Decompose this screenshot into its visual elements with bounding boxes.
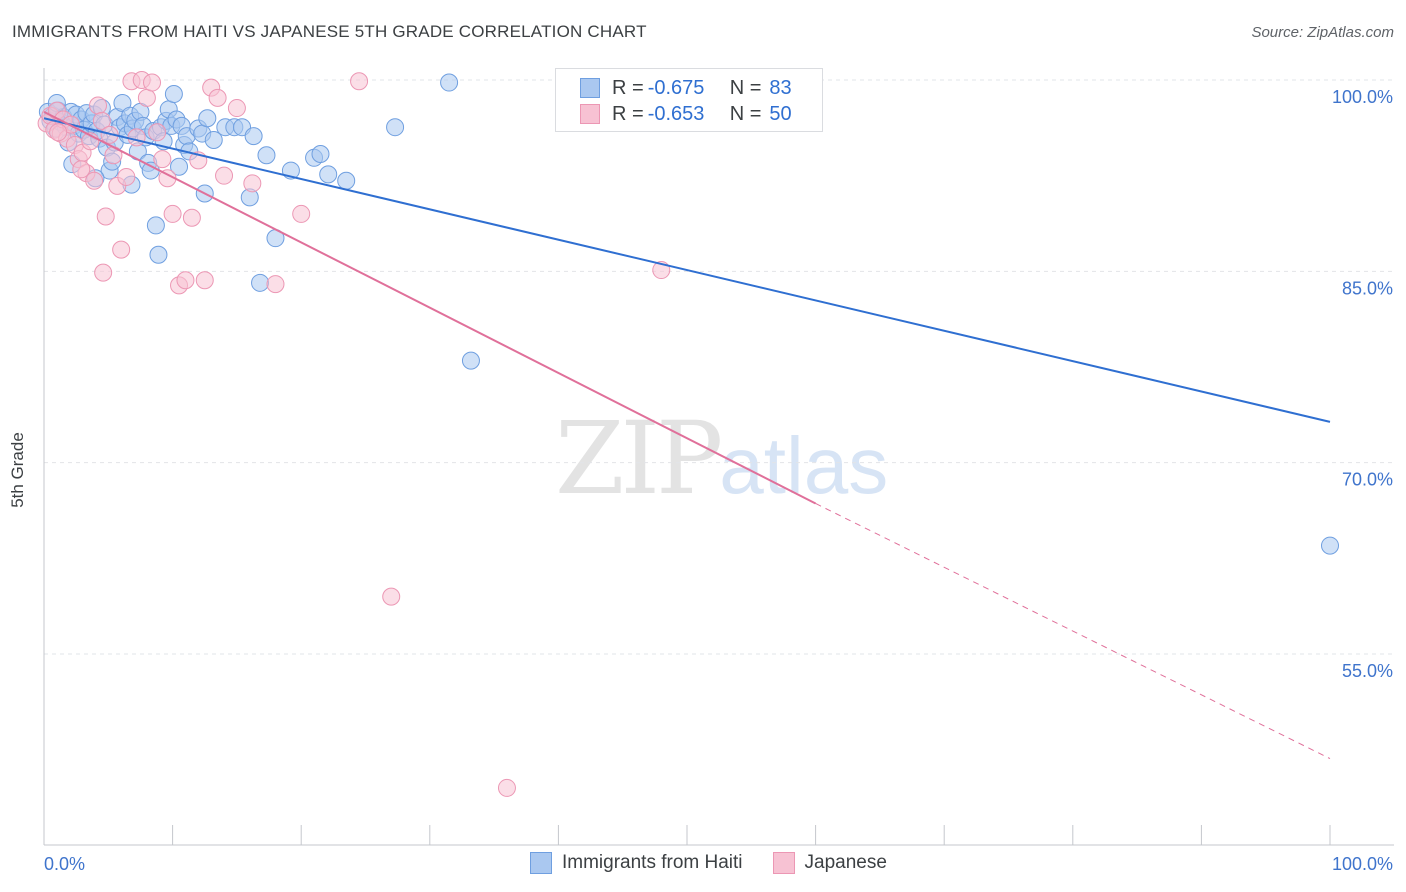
stats-legend: R = -0.675 N = 83 R = -0.653 N = 50	[555, 68, 823, 132]
japanese-legend-swatch	[772, 852, 795, 874]
japanese-point	[96, 207, 115, 226]
japanese-trend-extension	[815, 503, 1331, 760]
japanese-point	[153, 150, 172, 169]
haiti-point	[311, 144, 330, 163]
legend-row-japanese: R = -0.653 N = 50	[580, 102, 792, 126]
japanese-point	[112, 240, 131, 259]
y-tick-label: 85.0%	[1342, 278, 1393, 298]
japanese-point	[94, 263, 113, 282]
japanese-point	[72, 160, 91, 179]
japanese-point	[182, 208, 201, 227]
haiti-swatch	[580, 78, 600, 98]
series-legend: Immigrants from Haiti Japanese	[530, 852, 917, 874]
japanese-point	[195, 271, 214, 290]
haiti-point	[257, 146, 276, 165]
haiti-n-value: 83	[769, 76, 792, 99]
japanese-point	[89, 96, 108, 115]
japanese-point	[266, 275, 285, 294]
japanese-legend-label: Japanese	[804, 852, 887, 873]
y-tick-label: 100.0%	[1332, 87, 1393, 107]
haiti-point	[164, 85, 183, 104]
haiti-legend-swatch	[530, 852, 552, 874]
japanese-point	[85, 171, 104, 190]
haiti-n-label: N =	[729, 76, 762, 99]
x-tick-label: 100.0%	[1332, 854, 1393, 874]
y-tick-label: 55.0%	[1342, 661, 1393, 681]
japanese-point	[215, 166, 234, 185]
haiti-r-value: -0.675	[647, 76, 705, 99]
haiti-legend-label: Immigrants from Haiti	[562, 852, 743, 873]
japanese-point	[243, 174, 262, 193]
haiti-r-label: R =	[612, 76, 644, 99]
y-tick-label: 70.0%	[1342, 470, 1393, 490]
haiti-point	[319, 165, 338, 184]
haiti-point	[386, 118, 405, 137]
haiti-point	[146, 216, 165, 235]
haiti-trend-line	[43, 117, 1331, 423]
haiti-point	[170, 157, 189, 176]
japanese-trend-line	[43, 110, 817, 505]
japanese-point	[117, 167, 136, 186]
haiti-point	[440, 73, 459, 92]
japanese-point	[227, 99, 246, 118]
haiti-point	[198, 109, 217, 128]
legend-item-haiti[interactable]: Immigrants from Haiti	[530, 852, 743, 874]
japanese-point	[497, 778, 516, 797]
japanese-n-label: N =	[729, 102, 762, 125]
japanese-r-label: R =	[612, 102, 644, 125]
legend-item-japanese[interactable]: Japanese	[772, 852, 887, 874]
japanese-point	[292, 204, 311, 223]
haiti-point	[204, 130, 223, 149]
japanese-point	[148, 123, 167, 142]
japanese-point	[208, 88, 227, 107]
haiti-point	[244, 127, 263, 146]
haiti-point	[337, 171, 356, 190]
japanese-swatch	[580, 104, 600, 124]
japanese-n-value: 50	[769, 102, 792, 125]
haiti-point	[461, 351, 480, 370]
haiti-point	[149, 245, 168, 264]
haiti-point	[251, 273, 270, 292]
japanese-point	[176, 271, 195, 290]
legend-row-haiti: R = -0.675 N = 83	[580, 76, 792, 100]
japanese-point	[92, 111, 111, 130]
x-tick-label: 0.0%	[44, 854, 85, 874]
japanese-point	[127, 128, 146, 147]
japanese-point	[137, 88, 156, 107]
haiti-point	[1321, 536, 1339, 555]
japanese-point	[350, 72, 369, 91]
japanese-point	[163, 204, 182, 223]
japanese-point	[49, 123, 68, 142]
chart-title: IMMIGRANTS FROM HAITI VS JAPANESE 5TH GR…	[12, 22, 647, 41]
source-credit: Source: ZipAtlas.com	[1251, 24, 1394, 41]
japanese-point	[382, 587, 401, 606]
japanese-point	[143, 73, 162, 92]
japanese-r-value: -0.653	[647, 102, 705, 125]
